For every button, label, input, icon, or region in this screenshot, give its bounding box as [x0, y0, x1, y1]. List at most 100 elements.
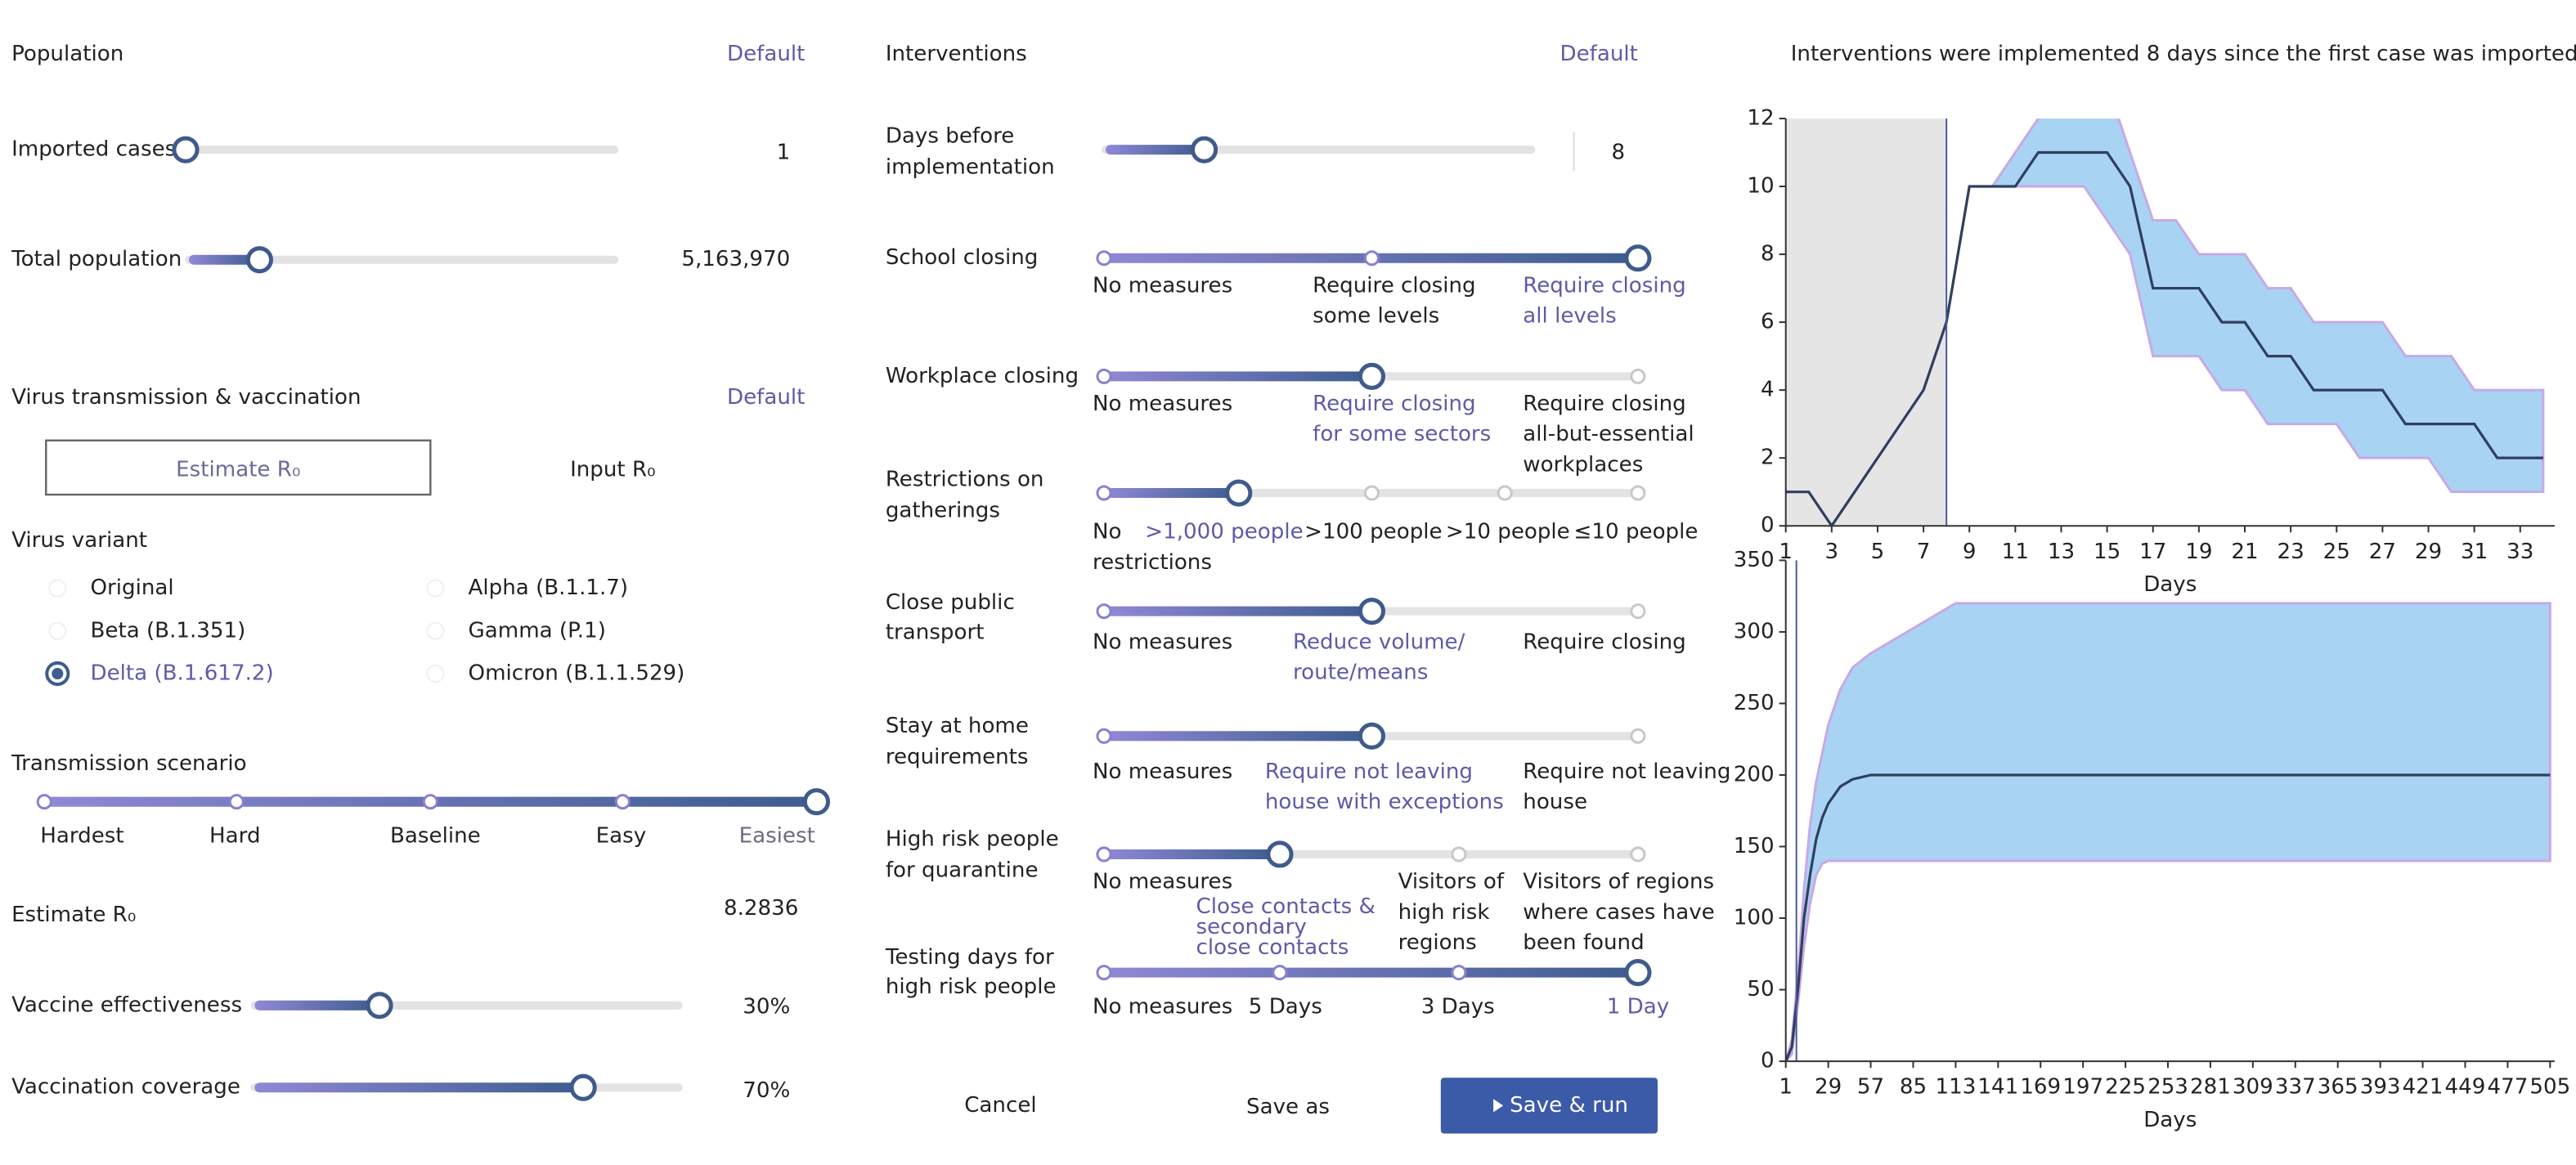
slider-stop[interactable]: [1630, 846, 1646, 863]
section-title: Population: [11, 42, 123, 66]
slider-thumb[interactable]: [802, 788, 831, 816]
slider-stop[interactable]: [1630, 368, 1646, 384]
slider-stop[interactable]: [1096, 965, 1112, 981]
x-tick-label: 141: [1977, 1075, 2018, 1100]
option-label: Require closing: [1523, 630, 1686, 654]
x-tick-label: 17: [2139, 540, 2166, 564]
value: 5,163,970: [681, 247, 790, 271]
cancel-button[interactable]: Cancel: [964, 1093, 1036, 1118]
intervention-label: Close public: [886, 590, 1015, 615]
slider-thumb[interactable]: [1358, 722, 1386, 750]
x-tick-label: 197: [2062, 1075, 2103, 1100]
option-label: for some sectors: [1313, 422, 1491, 446]
option-label: 3 Days: [1421, 994, 1495, 1019]
y-tick-label: 0: [1761, 513, 1775, 538]
radio[interactable]: [426, 664, 445, 683]
slider-fill: [1104, 967, 1638, 978]
slider-stop[interactable]: [228, 794, 245, 810]
option-label: No measures: [1093, 994, 1232, 1019]
x-tick-label: 9: [1963, 540, 1977, 564]
save-as-button[interactable]: Save as: [1246, 1095, 1330, 1119]
slider-stop[interactable]: [36, 794, 52, 810]
slider-stop[interactable]: [1451, 965, 1467, 981]
slider-stop[interactable]: [1096, 368, 1112, 384]
option-label: Hardest: [40, 823, 123, 848]
slider-thumb[interactable]: [1190, 136, 1218, 164]
slider-thumb[interactable]: [172, 136, 200, 164]
x-tick-label: 1: [1779, 540, 1793, 564]
slider-stop[interactable]: [422, 794, 438, 810]
slider-thumb[interactable]: [1266, 840, 1294, 868]
radio[interactable]: [426, 621, 445, 640]
option-label: >1,000 people: [1145, 520, 1303, 544]
default-link[interactable]: Default: [727, 42, 805, 66]
y-tick-label: 12: [1747, 105, 1774, 130]
y-tick-label: 2: [1761, 446, 1775, 470]
slider-thumb[interactable]: [1358, 598, 1386, 625]
save-run-label[interactable]: Save & run: [1510, 1093, 1628, 1118]
slider-stop[interactable]: [1096, 603, 1112, 620]
slider-thumb[interactable]: [245, 246, 273, 274]
x-tick-label: 253: [2147, 1075, 2188, 1100]
slider-thumb[interactable]: [569, 1073, 597, 1101]
slider-stop[interactable]: [1096, 846, 1112, 863]
option-label: all levels: [1523, 304, 1617, 329]
intervention-label: School closing: [886, 245, 1039, 270]
option-label: Require not leaving: [1265, 759, 1473, 784]
slider-stop[interactable]: [1096, 485, 1112, 501]
x-tick-label: 25: [2323, 540, 2350, 564]
slider-thumb[interactable]: [366, 992, 393, 1019]
slider-thumb[interactable]: [1624, 244, 1652, 272]
save-run-button[interactable]: [1440, 1078, 1658, 1134]
intervention-label: Days before: [886, 124, 1015, 149]
x-tick-label: 11: [2002, 540, 2029, 564]
radio[interactable]: [48, 621, 67, 640]
slider-thumb[interactable]: [1225, 479, 1253, 507]
x-tick-label: 27: [2369, 540, 2396, 564]
slider-stop[interactable]: [1363, 485, 1380, 501]
section-title: Virus transmission & vaccination: [11, 385, 361, 410]
slider-stop[interactable]: [1096, 728, 1112, 744]
slider-stop[interactable]: [1497, 485, 1513, 501]
option-label: Require not leaving: [1523, 759, 1730, 784]
slider-thumb[interactable]: [1358, 362, 1386, 390]
slider-thumb[interactable]: [1624, 959, 1652, 987]
default-link[interactable]: Default: [727, 385, 805, 410]
y-tick-label: 100: [1734, 906, 1775, 930]
label: Vaccine effectiveness: [11, 992, 242, 1017]
tab[interactable]: Estimate R₀: [176, 457, 300, 482]
option-label: where cases have: [1523, 900, 1714, 925]
y-tick-label: 150: [1734, 834, 1775, 858]
label: Imported cases: [11, 137, 176, 162]
slider-stop[interactable]: [1096, 250, 1112, 267]
slider-stop[interactable]: [1630, 485, 1646, 501]
value: 30%: [743, 994, 790, 1019]
radio-label: Gamma (P.1): [469, 618, 606, 643]
radio[interactable]: [48, 579, 67, 598]
value: 8: [1611, 141, 1625, 165]
radio[interactable]: [426, 579, 445, 598]
x-tick-label: 365: [2318, 1075, 2358, 1100]
option-label: Baseline: [390, 823, 481, 848]
slider-stop[interactable]: [1272, 965, 1288, 981]
option-label: Reduce volume/: [1293, 630, 1465, 654]
x-tick-label: 7: [1917, 540, 1931, 564]
intervention-label: Testing days for: [885, 945, 1054, 970]
x-tick-label: 57: [1857, 1075, 1884, 1100]
slider-stop[interactable]: [614, 794, 631, 810]
x-tick-label: 13: [2048, 540, 2075, 564]
slider-stop[interactable]: [1630, 603, 1646, 620]
default-link[interactable]: Default: [1560, 42, 1637, 66]
slider-stop[interactable]: [1630, 728, 1646, 744]
section-title: Interventions: [886, 42, 1027, 66]
y-tick-label: 0: [1761, 1049, 1775, 1073]
slider-fill: [1104, 606, 1372, 616]
value: 70%: [743, 1078, 790, 1103]
option-label: restrictions: [1093, 550, 1212, 575]
x-tick-label: 1: [1779, 1075, 1793, 1100]
radio-label: Omicron (B.1.1.529): [469, 661, 685, 685]
slider-stop[interactable]: [1451, 846, 1467, 863]
tab[interactable]: Input R₀: [570, 457, 656, 482]
slider-stop[interactable]: [1363, 250, 1380, 267]
